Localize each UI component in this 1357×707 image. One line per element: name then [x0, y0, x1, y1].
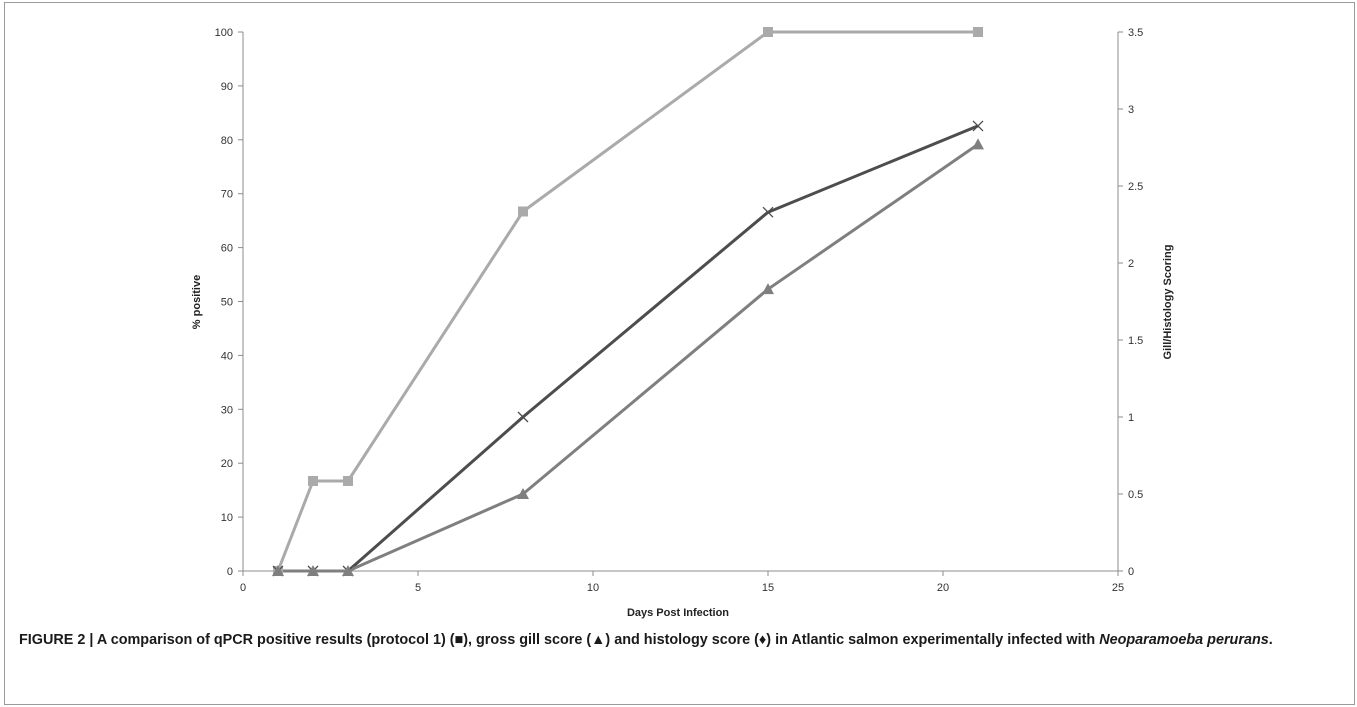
- series-line-cross: [278, 124, 979, 573]
- triangle-marker: [307, 565, 319, 576]
- caption-end: .: [1268, 632, 1273, 648]
- y-right-tick-label: 2: [1128, 258, 1134, 270]
- square-marker: [518, 206, 528, 217]
- y-left-tick-label: 100: [215, 27, 233, 39]
- y-right-tick-label: 1.5: [1128, 335, 1143, 347]
- cross-marker: [972, 120, 984, 132]
- cross-marker: [517, 411, 529, 423]
- x-axis-title: Days Post Infection: [627, 607, 729, 619]
- caption-figure-label: FIGURE 2 |: [19, 632, 97, 648]
- triangle-marker: [272, 565, 284, 576]
- x-tick-label: 25: [1112, 582, 1124, 594]
- y-left-tick-label: 60: [221, 243, 233, 255]
- y-left-tick-label: 0: [227, 566, 233, 578]
- figure-frame: [4, 2, 1355, 705]
- x-tick-label: 20: [937, 582, 949, 594]
- y-left-tick-label: 80: [221, 135, 233, 147]
- cross-marker: [762, 206, 774, 218]
- y-right-tick-label: 1: [1128, 412, 1134, 424]
- triangle-marker: [517, 488, 529, 499]
- y-right-tick-label: 3: [1128, 104, 1134, 116]
- figure-caption: FIGURE 2 | A comparison of qPCR positive…: [19, 630, 1339, 651]
- y-left-tick-label: 30: [221, 404, 233, 416]
- square-marker: [973, 27, 983, 37]
- y-right-tick-label: 2.5: [1128, 181, 1143, 193]
- marks-layer: [272, 27, 984, 577]
- triangle-marker: [972, 138, 984, 150]
- y-right-tick-label: 3.5: [1128, 27, 1143, 39]
- y-axis-right-title: Gill/Histology Scoring: [1162, 245, 1174, 360]
- y-right-tick-label: 0: [1128, 566, 1134, 578]
- line-chart: 0 10 20 30 40 50 60 70 80 90 100 0 0.5 1 1.5 2 2.5 3 3.5 0 5…: [191, 27, 1174, 619]
- y-left-tick-label: 50: [221, 297, 233, 309]
- y-right-tick-label: 0.5: [1128, 489, 1143, 501]
- y-left-tick-label: 20: [221, 458, 233, 470]
- x-tick-label: 0: [240, 582, 246, 594]
- y-left-tick-label: 10: [221, 512, 233, 524]
- x-tick-label: 10: [587, 582, 599, 594]
- triangle-marker: [342, 565, 354, 576]
- y-left-tick-label: 90: [221, 81, 233, 93]
- caption-species: Neoparamoeba perurans: [1099, 632, 1269, 648]
- y-axis-left-title: % positive: [191, 275, 203, 329]
- y-left-tick-label: 40: [221, 350, 233, 362]
- x-tick-label: 15: [762, 582, 774, 594]
- triangle-marker: [762, 283, 774, 295]
- y-left-tick-label: 70: [221, 189, 233, 201]
- series-line-triangle: [278, 143, 979, 573]
- square-marker: [308, 475, 318, 486]
- caption-text: A comparison of qPCR positive results (p…: [96, 632, 1100, 648]
- axes: 0 10 20 30 40 50 60 70 80 90 100 0 0.5 1 1.5 2 2.5 3 3.5 0 5…: [215, 27, 1144, 594]
- x-tick-label: 5: [415, 582, 421, 594]
- square-marker: [343, 475, 353, 486]
- series-line-square: [276, 30, 978, 572]
- square-marker: [763, 27, 773, 37]
- series-layer: [276, 30, 979, 573]
